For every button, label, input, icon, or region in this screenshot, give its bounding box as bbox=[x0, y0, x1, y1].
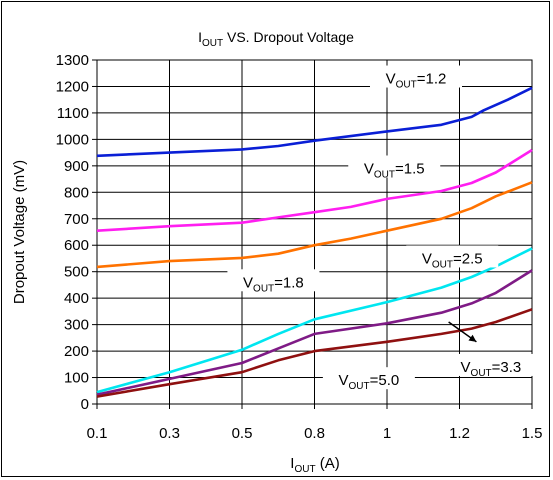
series-line-vout-1-8 bbox=[96, 181, 533, 269]
y-tick-label: 400 bbox=[64, 290, 89, 307]
x-axis-title-main: I bbox=[290, 455, 294, 472]
series-label-vout-1-8: VOUT=1.8 bbox=[243, 274, 304, 294]
y-tick-label: 900 bbox=[64, 158, 89, 175]
y-tick-label: 1000 bbox=[56, 131, 89, 148]
x-tick-label: 0.3 bbox=[159, 425, 180, 442]
x-tick-label: 0.8 bbox=[304, 425, 325, 442]
annotation-arrowhead bbox=[468, 334, 477, 342]
series-label-background bbox=[370, 65, 462, 88]
series-line-vout-3-3 bbox=[96, 269, 533, 396]
y-tick-label: 0 bbox=[81, 396, 89, 413]
y-tick-label: 1300 bbox=[56, 52, 89, 69]
y-tick-label: 1200 bbox=[56, 78, 89, 95]
series-line-vout-1-2 bbox=[96, 86, 533, 158]
x-axis-title-sub: OUT bbox=[294, 464, 315, 475]
x-axis-title: IOUT (A) bbox=[290, 455, 339, 475]
grid bbox=[92, 59, 533, 409]
y-tick-label: 200 bbox=[64, 343, 89, 360]
series-line-vout-1-5 bbox=[96, 148, 533, 232]
x-tick-label: 0.5 bbox=[232, 425, 253, 442]
x-tick-label: 1 bbox=[383, 425, 391, 442]
y-tick-label: 500 bbox=[64, 264, 89, 281]
series-label-background bbox=[322, 367, 415, 390]
y-axis-title: Dropout Voltage (mV) bbox=[11, 160, 28, 304]
series-label-background bbox=[348, 155, 441, 178]
series-layer bbox=[96, 86, 533, 398]
series-label-vout-2-5: VOUT=2.5 bbox=[422, 250, 483, 270]
y-tick-label: 700 bbox=[64, 211, 89, 228]
chart-title-main: I bbox=[198, 29, 202, 45]
series-label-background bbox=[406, 245, 499, 268]
x-tick-label: 1.2 bbox=[449, 425, 470, 442]
series-labels: VOUT=1.2 VOUT=1.5 VOUT=1.8 VOUT=2.5 VOUT=3.3… bbox=[227, 65, 537, 392]
x-tick-labels: 0.1 0.3 0.5 0.8 1 1.2 1.5 bbox=[87, 425, 543, 442]
x-tick-label: 1.5 bbox=[522, 425, 543, 442]
x-tick-label: 0.1 bbox=[87, 425, 108, 442]
series-line-vout-2-5 bbox=[96, 247, 533, 394]
chart-title: IOUT VS. Dropout Voltage bbox=[198, 29, 354, 49]
series-label-vout-1-5: VOUT=1.5 bbox=[364, 160, 425, 180]
series-label-vout-5-0: VOUT=5.0 bbox=[339, 372, 400, 392]
y-tick-label: 800 bbox=[64, 184, 89, 201]
series-label-background bbox=[227, 269, 320, 292]
x-axis-title-rest: (A) bbox=[316, 455, 340, 472]
y-tick-label: 600 bbox=[64, 237, 89, 254]
series-label-vout-1-2: VOUT=1.2 bbox=[386, 71, 447, 91]
chart-title-sub: OUT bbox=[202, 38, 223, 49]
y-tick-labels: 0 100 200 300 400 500 600 700 800 900 1000 1100 1200… bbox=[56, 52, 89, 413]
y-tick-label: 100 bbox=[64, 370, 89, 387]
series-label-background bbox=[444, 353, 537, 376]
y-tick-label: 300 bbox=[64, 317, 89, 334]
chart-title-rest: VS. Dropout Voltage bbox=[223, 29, 354, 45]
series-label-vout-3-3: VOUT=3.3 bbox=[461, 359, 522, 379]
series-line-vout-5-0 bbox=[96, 308, 533, 398]
y-tick-label: 1100 bbox=[57, 105, 89, 122]
